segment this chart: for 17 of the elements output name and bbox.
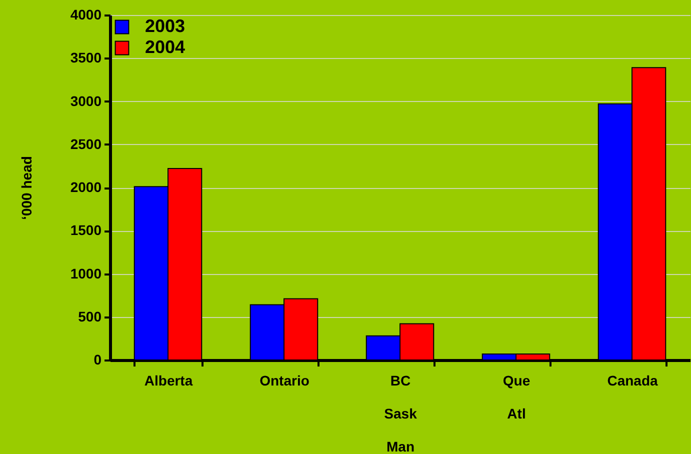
y-tick-label: 2500 [70,136,102,152]
y-tick-label: 500 [78,308,102,324]
x-tick-label: Ontario [260,372,310,388]
y-tick-label: 2000 [70,179,102,195]
category-label: BC Sask Man [384,372,417,454]
x-tick-label: Alberta [144,372,193,388]
y-tick-label: 0 [94,352,102,368]
legend-label: 2003 [145,16,186,36]
y-tick-label: 1500 [70,222,102,238]
y-tick-label: 1000 [70,265,102,282]
x-tick-label: Canada [607,372,658,388]
legend-label: 2004 [145,37,186,57]
y-axis-title: ‘000 head [18,156,34,220]
y-tick-label: 3500 [70,50,102,66]
y-tick-label: 3000 [70,92,102,109]
category-label: Que Atl [502,372,530,422]
y-tick-label: 4000 [70,6,102,22]
